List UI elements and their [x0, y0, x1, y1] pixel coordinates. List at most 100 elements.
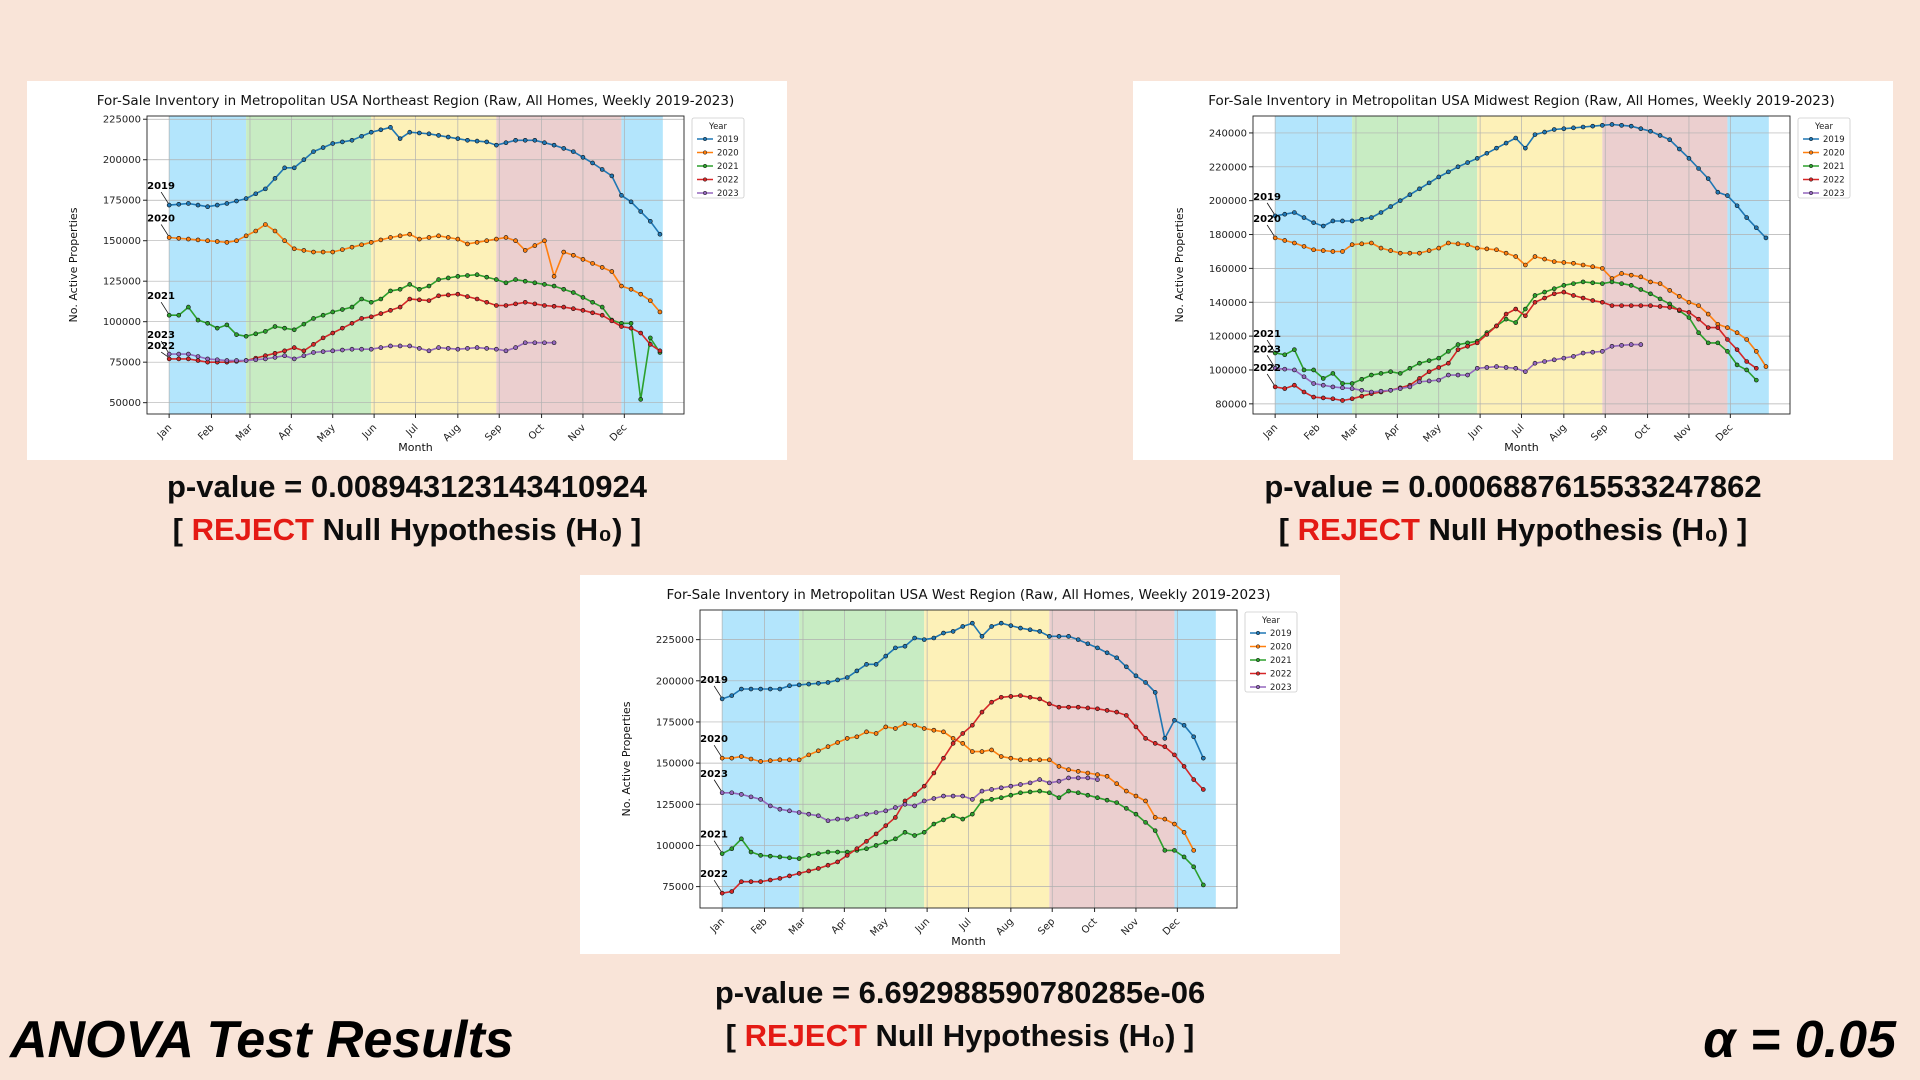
data-point-2021	[580, 295, 586, 300]
data-point-2020	[1114, 781, 1120, 786]
data-point-2019	[1292, 210, 1297, 215]
annotation-arrow	[160, 340, 169, 353]
data-point-2019	[787, 683, 792, 689]
west-reject-word: REJECT	[744, 1017, 867, 1053]
legend-entry-2019: 2019	[1823, 135, 1845, 145]
data-point-2022	[844, 853, 850, 858]
data-point-2019	[1330, 218, 1336, 224]
data-point-2022	[758, 879, 763, 884]
data-point-2021	[1018, 790, 1023, 796]
data-point-2019	[970, 620, 975, 626]
data-point-2020	[796, 757, 802, 763]
data-point-2022	[1311, 394, 1316, 400]
data-point-2021	[426, 283, 432, 289]
data-point-2021	[1369, 372, 1374, 378]
data-point-2023	[1532, 360, 1538, 366]
northeast-bracket-close: ]	[631, 511, 642, 547]
data-point-2021	[1744, 367, 1749, 373]
data-point-2020	[739, 754, 744, 759]
data-point-2021	[1628, 283, 1634, 288]
west-pvalue: p-value = 6.692988590780285e-06	[714, 975, 1206, 1010]
x-tick-label: Jun	[913, 916, 933, 936]
data-point-2023	[214, 357, 220, 363]
data-point-2019	[628, 199, 634, 205]
data-point-2023	[263, 356, 268, 362]
data-point-2021	[1734, 362, 1740, 368]
data-point-2020	[883, 724, 889, 730]
data-point-2022	[1162, 744, 1168, 749]
data-point-2023	[224, 358, 230, 363]
data-point-2020	[758, 759, 763, 764]
data-point-2021	[1114, 800, 1120, 805]
midwest-bracket-close: ]	[1737, 511, 1748, 547]
northeast-bracket-open: [	[172, 511, 183, 547]
data-point-2021	[513, 277, 518, 282]
data-point-2019	[1600, 123, 1605, 128]
data-point-2019	[272, 176, 278, 181]
data-point-2022	[1474, 340, 1480, 346]
data-point-2022	[998, 694, 1004, 700]
data-point-2019	[1066, 634, 1071, 639]
data-point-2019	[1320, 223, 1326, 229]
data-point-2019	[1114, 655, 1120, 661]
data-point-2021	[1075, 790, 1081, 796]
data-point-2022	[1114, 709, 1120, 715]
midwest-bracket-open: [	[1278, 511, 1289, 547]
data-point-2019	[844, 675, 850, 680]
data-point-2019	[1104, 650, 1110, 656]
data-point-2022	[1095, 706, 1100, 712]
annotation-arrow	[1266, 339, 1275, 352]
data-point-2020	[1705, 311, 1711, 317]
data-point-2022	[1172, 752, 1177, 758]
y-tick-label: 225000	[103, 115, 141, 126]
data-point-2023	[1513, 365, 1519, 371]
data-point-2022	[1027, 694, 1033, 700]
data-point-2020	[503, 235, 509, 240]
data-point-2020	[551, 274, 557, 279]
legend-entry-2019: 2019	[1270, 629, 1292, 639]
data-point-2022	[1609, 303, 1615, 308]
data-point-2021	[1609, 279, 1615, 285]
data-point-2021	[542, 282, 547, 287]
data-point-2023	[272, 355, 278, 360]
annotation-label-2023: 2023	[1253, 344, 1281, 355]
data-point-2020	[426, 235, 432, 240]
data-point-2019	[619, 193, 624, 198]
data-point-2019	[729, 693, 735, 698]
data-point-2021	[263, 329, 268, 334]
data-point-2020	[1340, 249, 1345, 254]
data-point-2020	[729, 755, 735, 761]
data-point-2020	[320, 249, 326, 255]
data-point-2019	[571, 149, 576, 154]
y-tick-label: 120000	[1209, 332, 1247, 343]
data-point-2023	[729, 790, 735, 796]
data-point-2023	[378, 345, 384, 350]
y-tick-label: 150000	[103, 236, 141, 247]
data-point-2019	[330, 141, 336, 146]
x-axis-title: Month	[951, 935, 986, 948]
data-point-2019	[1426, 180, 1432, 186]
data-point-2019	[1047, 634, 1052, 639]
data-point-2019	[436, 133, 441, 138]
data-point-2023	[989, 787, 994, 792]
data-point-2022	[960, 731, 966, 736]
data-point-2023	[1417, 379, 1422, 385]
data-point-2020	[1191, 848, 1196, 853]
data-point-2019	[748, 686, 754, 692]
data-point-2020	[1484, 246, 1490, 252]
data-point-2020	[1542, 256, 1547, 262]
data-point-2019	[503, 140, 509, 146]
data-point-2019	[1696, 166, 1701, 171]
data-point-2021	[1095, 795, 1100, 800]
data-point-2021	[1705, 340, 1711, 346]
data-point-2020	[1320, 248, 1326, 253]
data-point-2021	[1426, 358, 1432, 363]
annotation-label-2019: 2019	[1253, 192, 1281, 203]
data-point-2021	[455, 274, 461, 279]
data-point-2022	[748, 879, 754, 884]
data-point-2021	[787, 855, 792, 861]
west-verdict: [ REJECT Null Hypothesis (H₀) ]	[610, 1015, 1310, 1058]
annotation-arrow	[713, 840, 722, 852]
data-point-2022	[417, 297, 422, 303]
data-point-2020	[1172, 821, 1177, 827]
